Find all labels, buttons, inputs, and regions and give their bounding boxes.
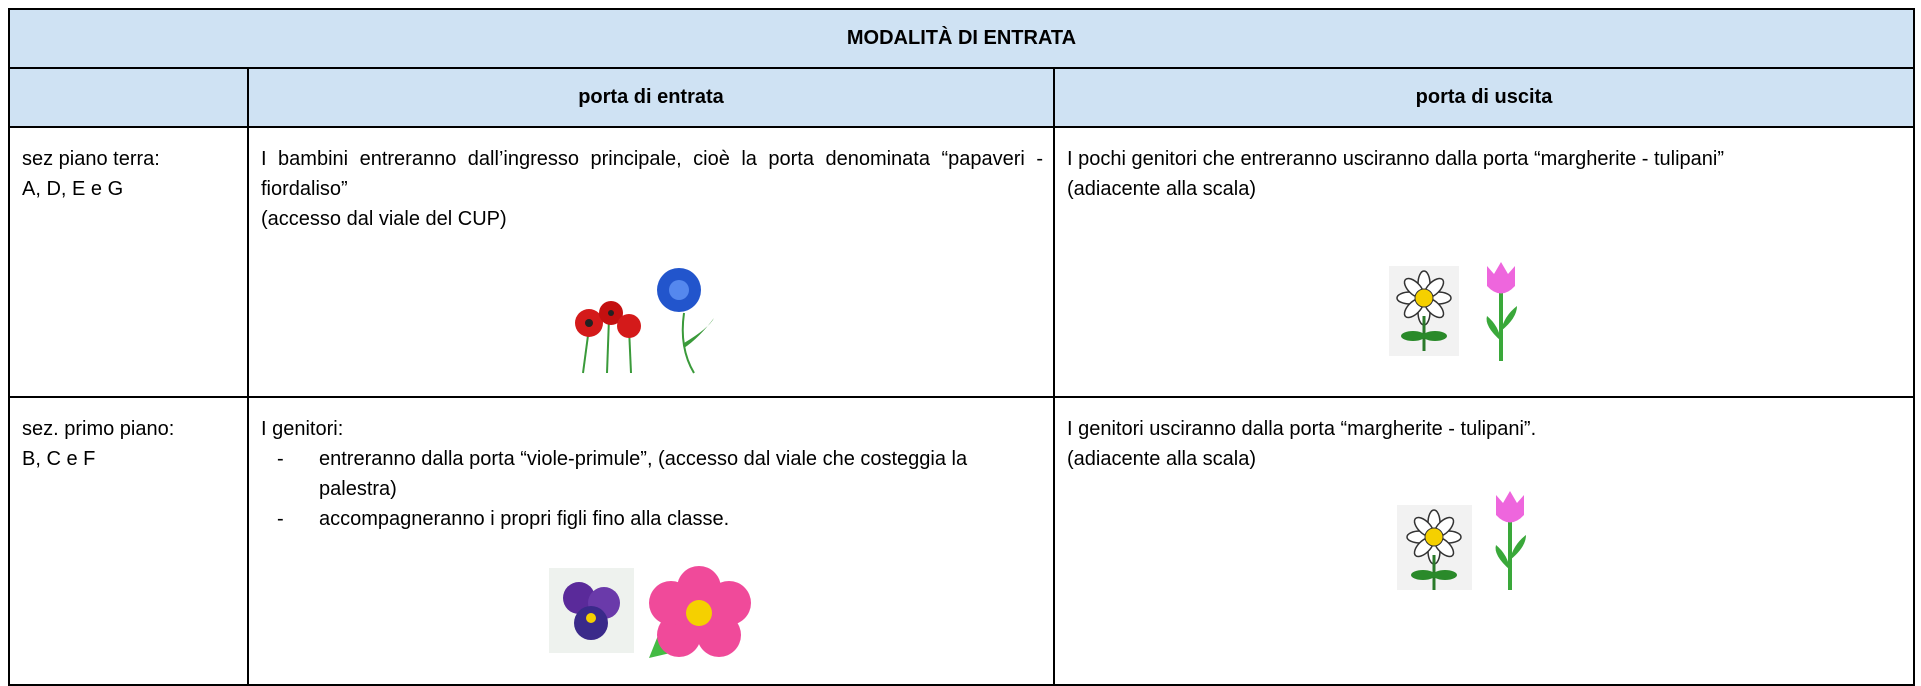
paragraph: I pochi genitori che entreranno uscirann… [1067, 148, 1725, 170]
paragraph: I bambini entreranno dall’ingresso princ… [261, 148, 1043, 200]
paragraph: I genitori usciranno dalla porta “marghe… [1067, 418, 1537, 440]
entry-cell: I genitori: entreranno dalla porta “viol… [247, 396, 1055, 686]
section-label: A, D, E e G [22, 178, 124, 200]
table-title: MODALITÀ DI ENTRATA [846, 27, 1077, 49]
paragraph: I genitori: [261, 418, 344, 440]
section-cell: sez. primo piano: B, C e F [8, 396, 249, 686]
section-label: sez piano terra: [22, 148, 160, 170]
entry-cell: I bambini entreranno dall’ingresso princ… [247, 126, 1055, 398]
column-header: porta di entrata [578, 86, 724, 108]
paragraph: (adiacente alla scala) [1067, 448, 1256, 470]
section-cell: sez piano terra: A, D, E e G [8, 126, 249, 398]
exit-cell: I genitori usciranno dalla porta “marghe… [1053, 396, 1915, 686]
poppy-cornflower-icon [575, 268, 714, 374]
list-item: accompagneranno i propri figli fino alla… [261, 504, 1043, 534]
pansy-primrose-icon [549, 566, 751, 658]
daisy-tulip-icon [1397, 491, 1526, 590]
title-cell: MODALITÀ DI ENTRATA [8, 8, 1915, 69]
paragraph: (adiacente alla scala) [1067, 178, 1256, 200]
column-header: porta di uscita [1415, 86, 1553, 108]
header-cell [8, 67, 249, 128]
section-label: sez. primo piano: [22, 418, 175, 440]
daisy-tulip-icon [1389, 262, 1517, 361]
section-label: B, C e F [22, 448, 96, 470]
header-cell: porta di entrata [247, 67, 1055, 128]
header-cell: porta di uscita [1053, 67, 1915, 128]
list-item: entreranno dalla porta “viole-primule”, … [261, 444, 1043, 504]
list: entreranno dalla porta “viole-primule”, … [261, 444, 1043, 534]
paragraph: (accesso dal viale del CUP) [261, 208, 507, 230]
exit-cell: I pochi genitori che entreranno uscirann… [1053, 126, 1915, 398]
